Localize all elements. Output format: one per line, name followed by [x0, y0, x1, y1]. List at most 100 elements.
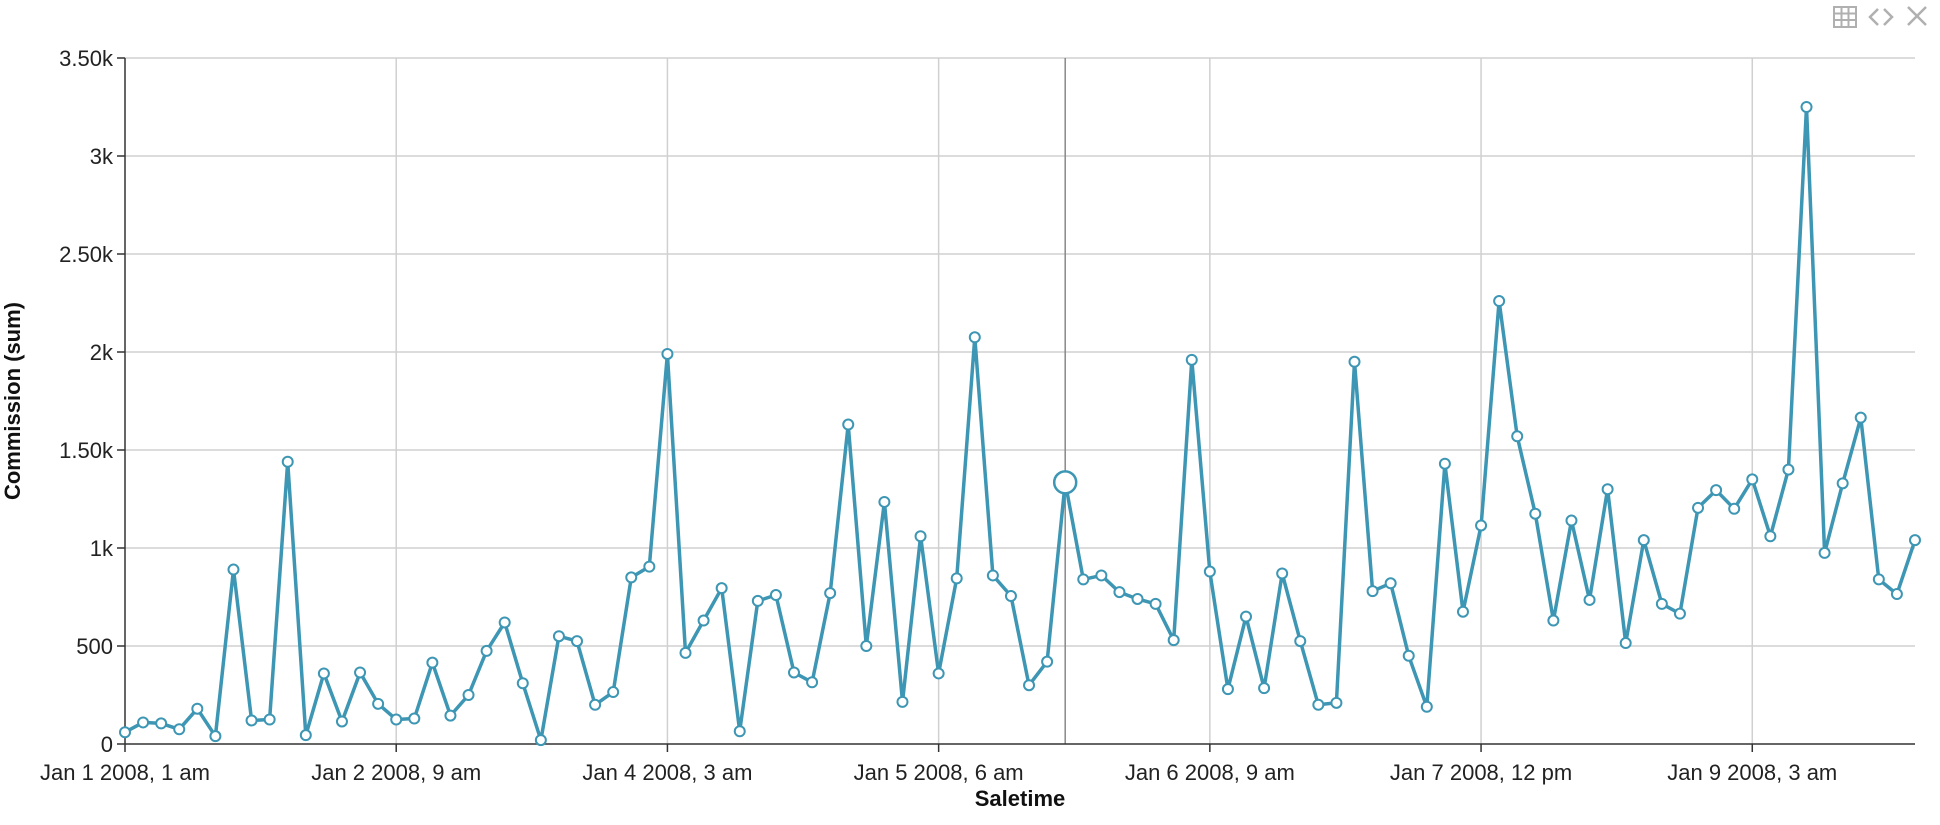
data-point[interactable]	[227, 563, 240, 576]
data-point[interactable]	[552, 630, 565, 643]
data-point[interactable]	[372, 697, 385, 710]
data-point[interactable]	[317, 667, 330, 680]
data-point[interactable]	[173, 723, 186, 736]
data-point[interactable]	[263, 713, 276, 726]
data-point[interactable]	[137, 716, 150, 729]
data-point[interactable]	[1872, 573, 1885, 586]
data-point[interactable]	[1493, 295, 1506, 308]
data-point[interactable]	[1619, 637, 1632, 650]
data-point[interactable]	[1583, 593, 1596, 606]
data-point[interactable]	[751, 594, 764, 607]
data-point[interactable]	[860, 640, 873, 652]
data-point[interactable]	[534, 734, 547, 747]
data-point[interactable]	[769, 589, 782, 602]
data-point[interactable]	[1728, 502, 1741, 515]
data-point[interactable]	[1240, 610, 1253, 623]
data-point[interactable]	[1601, 483, 1614, 496]
data-point[interactable]	[1710, 484, 1723, 497]
data-point[interactable]	[281, 455, 294, 468]
data-point[interactable]	[1782, 463, 1795, 476]
data-point[interactable]	[1276, 567, 1289, 580]
data-point[interactable]	[1854, 411, 1867, 424]
data-point[interactable]	[1041, 655, 1054, 668]
data-point[interactable]	[896, 695, 909, 708]
data-point[interactable]	[914, 530, 927, 543]
data-point[interactable]	[1836, 477, 1849, 490]
data-point[interactable]	[1529, 507, 1542, 520]
data-point[interactable]	[1203, 565, 1216, 578]
data-point[interactable]	[1221, 683, 1234, 696]
data-point[interactable]	[1475, 519, 1488, 532]
data-point[interactable]	[516, 677, 529, 690]
data-point[interactable]	[589, 698, 602, 711]
data-point[interactable]	[119, 726, 131, 739]
data-point[interactable]	[1113, 586, 1126, 599]
data-point[interactable]	[1167, 634, 1180, 647]
table-icon[interactable]	[1830, 4, 1860, 34]
data-point[interactable]	[426, 656, 439, 669]
data-point[interactable]	[1800, 101, 1813, 113]
data-point[interactable]	[390, 713, 403, 726]
data-point[interactable]	[462, 689, 475, 701]
data-point[interactable]	[1456, 605, 1469, 618]
data-point[interactable]	[354, 666, 367, 679]
code-icon[interactable]	[1866, 4, 1896, 34]
data-point[interactable]	[1077, 573, 1090, 586]
data-point[interactable]	[1004, 590, 1017, 603]
data-point[interactable]	[1673, 607, 1686, 620]
data-point[interactable]	[1348, 355, 1361, 368]
data-point[interactable]	[1909, 534, 1921, 547]
data-point[interactable]	[932, 667, 945, 680]
data-point[interactable]	[1637, 534, 1650, 547]
data-point[interactable]	[1095, 569, 1108, 582]
data-point[interactable]	[571, 635, 584, 648]
data-point[interactable]	[878, 495, 891, 508]
data-point[interactable]	[1402, 649, 1415, 662]
data-point[interactable]	[625, 571, 638, 584]
data-point[interactable]	[209, 730, 222, 743]
data-point[interactable]	[1511, 430, 1524, 443]
close-icon[interactable]	[1902, 4, 1932, 34]
data-point[interactable]	[986, 569, 999, 582]
data-point[interactable]	[1294, 635, 1307, 648]
data-point[interactable]	[444, 709, 457, 722]
data-point[interactable]	[679, 646, 692, 659]
data-point[interactable]	[643, 560, 656, 573]
data-point[interactable]	[191, 702, 204, 715]
data-point[interactable]	[733, 725, 746, 738]
data-point[interactable]	[408, 712, 421, 725]
data-point[interactable]	[1258, 682, 1271, 695]
data-point[interactable]	[1764, 530, 1777, 543]
data-point[interactable]	[824, 587, 837, 600]
data-point[interactable]	[480, 644, 493, 657]
data-point[interactable]	[787, 666, 800, 679]
data-point[interactable]	[1023, 679, 1036, 692]
data-point[interactable]	[1438, 457, 1451, 470]
data-point[interactable]	[1692, 501, 1705, 514]
data-point[interactable]	[155, 717, 168, 730]
data-point[interactable]	[661, 347, 674, 360]
data-point[interactable]	[1330, 696, 1343, 709]
data-point[interactable]	[1420, 700, 1433, 713]
data-point[interactable]	[335, 715, 348, 728]
data-point[interactable]	[299, 729, 312, 742]
data-point[interactable]	[1312, 698, 1325, 711]
data-point[interactable]	[1890, 588, 1903, 601]
data-point[interactable]	[1818, 546, 1831, 559]
data-point[interactable]	[607, 686, 620, 699]
data-point[interactable]	[968, 331, 981, 344]
data-point[interactable]	[806, 676, 819, 689]
data-point[interactable]	[1655, 597, 1668, 610]
data-point[interactable]	[1384, 577, 1397, 590]
data-point[interactable]	[1565, 514, 1578, 527]
data-point[interactable]	[715, 582, 728, 595]
data-point[interactable]	[1366, 585, 1379, 598]
data-point[interactable]	[1185, 353, 1198, 366]
data-point[interactable]	[1746, 473, 1759, 486]
data-point[interactable]	[697, 614, 710, 627]
data-point[interactable]	[842, 418, 855, 431]
data-point[interactable]	[245, 714, 258, 727]
data-point[interactable]	[1547, 614, 1560, 627]
data-point[interactable]	[950, 572, 963, 585]
data-point[interactable]	[1131, 592, 1144, 605]
